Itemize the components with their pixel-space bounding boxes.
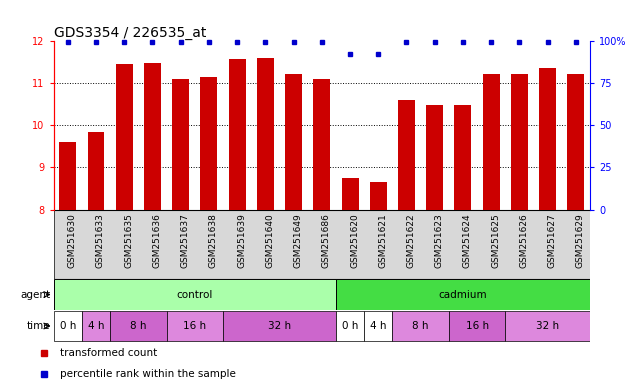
Text: 32 h: 32 h (536, 321, 559, 331)
Text: transformed count: transformed count (60, 348, 157, 358)
Text: control: control (177, 290, 213, 300)
Text: GSM251633: GSM251633 (96, 213, 105, 268)
Text: GSM251623: GSM251623 (435, 213, 444, 268)
Bar (201, 78, 217, 210)
Text: GSM251640: GSM251640 (266, 213, 274, 268)
Text: GSM251621: GSM251621 (378, 213, 387, 268)
Bar (539, 68, 556, 210)
Text: percentile rank within the sample: percentile rank within the sample (60, 369, 236, 379)
Text: GSM251625: GSM251625 (491, 213, 500, 268)
Bar (115, 64, 133, 210)
Bar (257, 58, 274, 210)
Text: 4 h: 4 h (88, 321, 104, 331)
Bar (336, 280, 590, 310)
Text: GSM251626: GSM251626 (519, 213, 528, 268)
Bar (449, 311, 505, 341)
Bar (54, 311, 82, 341)
Bar (341, 178, 358, 210)
Bar (88, 132, 105, 210)
Text: GSM251622: GSM251622 (406, 213, 415, 268)
Bar (364, 311, 392, 341)
Text: agent: agent (20, 290, 50, 300)
Text: time: time (27, 321, 50, 331)
Text: 0 h: 0 h (59, 321, 76, 331)
Text: cadmium: cadmium (439, 290, 487, 300)
Text: 8 h: 8 h (413, 321, 429, 331)
Bar (392, 311, 449, 341)
Bar (59, 142, 76, 210)
Bar (82, 311, 110, 341)
Text: 0 h: 0 h (342, 321, 358, 331)
Bar (511, 74, 528, 210)
Text: GSM251637: GSM251637 (180, 213, 190, 268)
Bar (336, 311, 364, 341)
Text: 8 h: 8 h (130, 321, 146, 331)
Text: GSM251635: GSM251635 (124, 213, 133, 268)
Bar (54, 280, 336, 310)
Text: GSM251630: GSM251630 (68, 213, 77, 268)
Bar (427, 105, 443, 210)
Bar (228, 59, 245, 210)
Text: 32 h: 32 h (268, 321, 291, 331)
Text: GSM251649: GSM251649 (293, 213, 303, 268)
Text: 16 h: 16 h (183, 321, 206, 331)
Text: GSM251627: GSM251627 (548, 213, 557, 268)
Bar (454, 105, 471, 210)
Text: GSM251629: GSM251629 (576, 213, 585, 268)
Bar (172, 79, 189, 210)
Bar (285, 74, 302, 210)
Text: GSM251686: GSM251686 (322, 213, 331, 268)
Text: GDS3354 / 226535_at: GDS3354 / 226535_at (54, 26, 206, 40)
Bar (483, 74, 500, 210)
Bar (370, 182, 387, 210)
Text: 4 h: 4 h (370, 321, 387, 331)
Bar (223, 311, 336, 341)
Bar (110, 311, 167, 341)
Text: 16 h: 16 h (466, 321, 488, 331)
Bar (167, 311, 223, 341)
Bar (567, 74, 584, 210)
Text: GSM251624: GSM251624 (463, 213, 472, 268)
Bar (398, 100, 415, 210)
Text: GSM251638: GSM251638 (209, 213, 218, 268)
Text: GSM251620: GSM251620 (350, 213, 359, 268)
Text: GSM251639: GSM251639 (237, 213, 246, 268)
Bar (505, 311, 590, 341)
Text: GSM251636: GSM251636 (153, 213, 162, 268)
Bar (314, 79, 330, 210)
Bar (144, 63, 161, 210)
